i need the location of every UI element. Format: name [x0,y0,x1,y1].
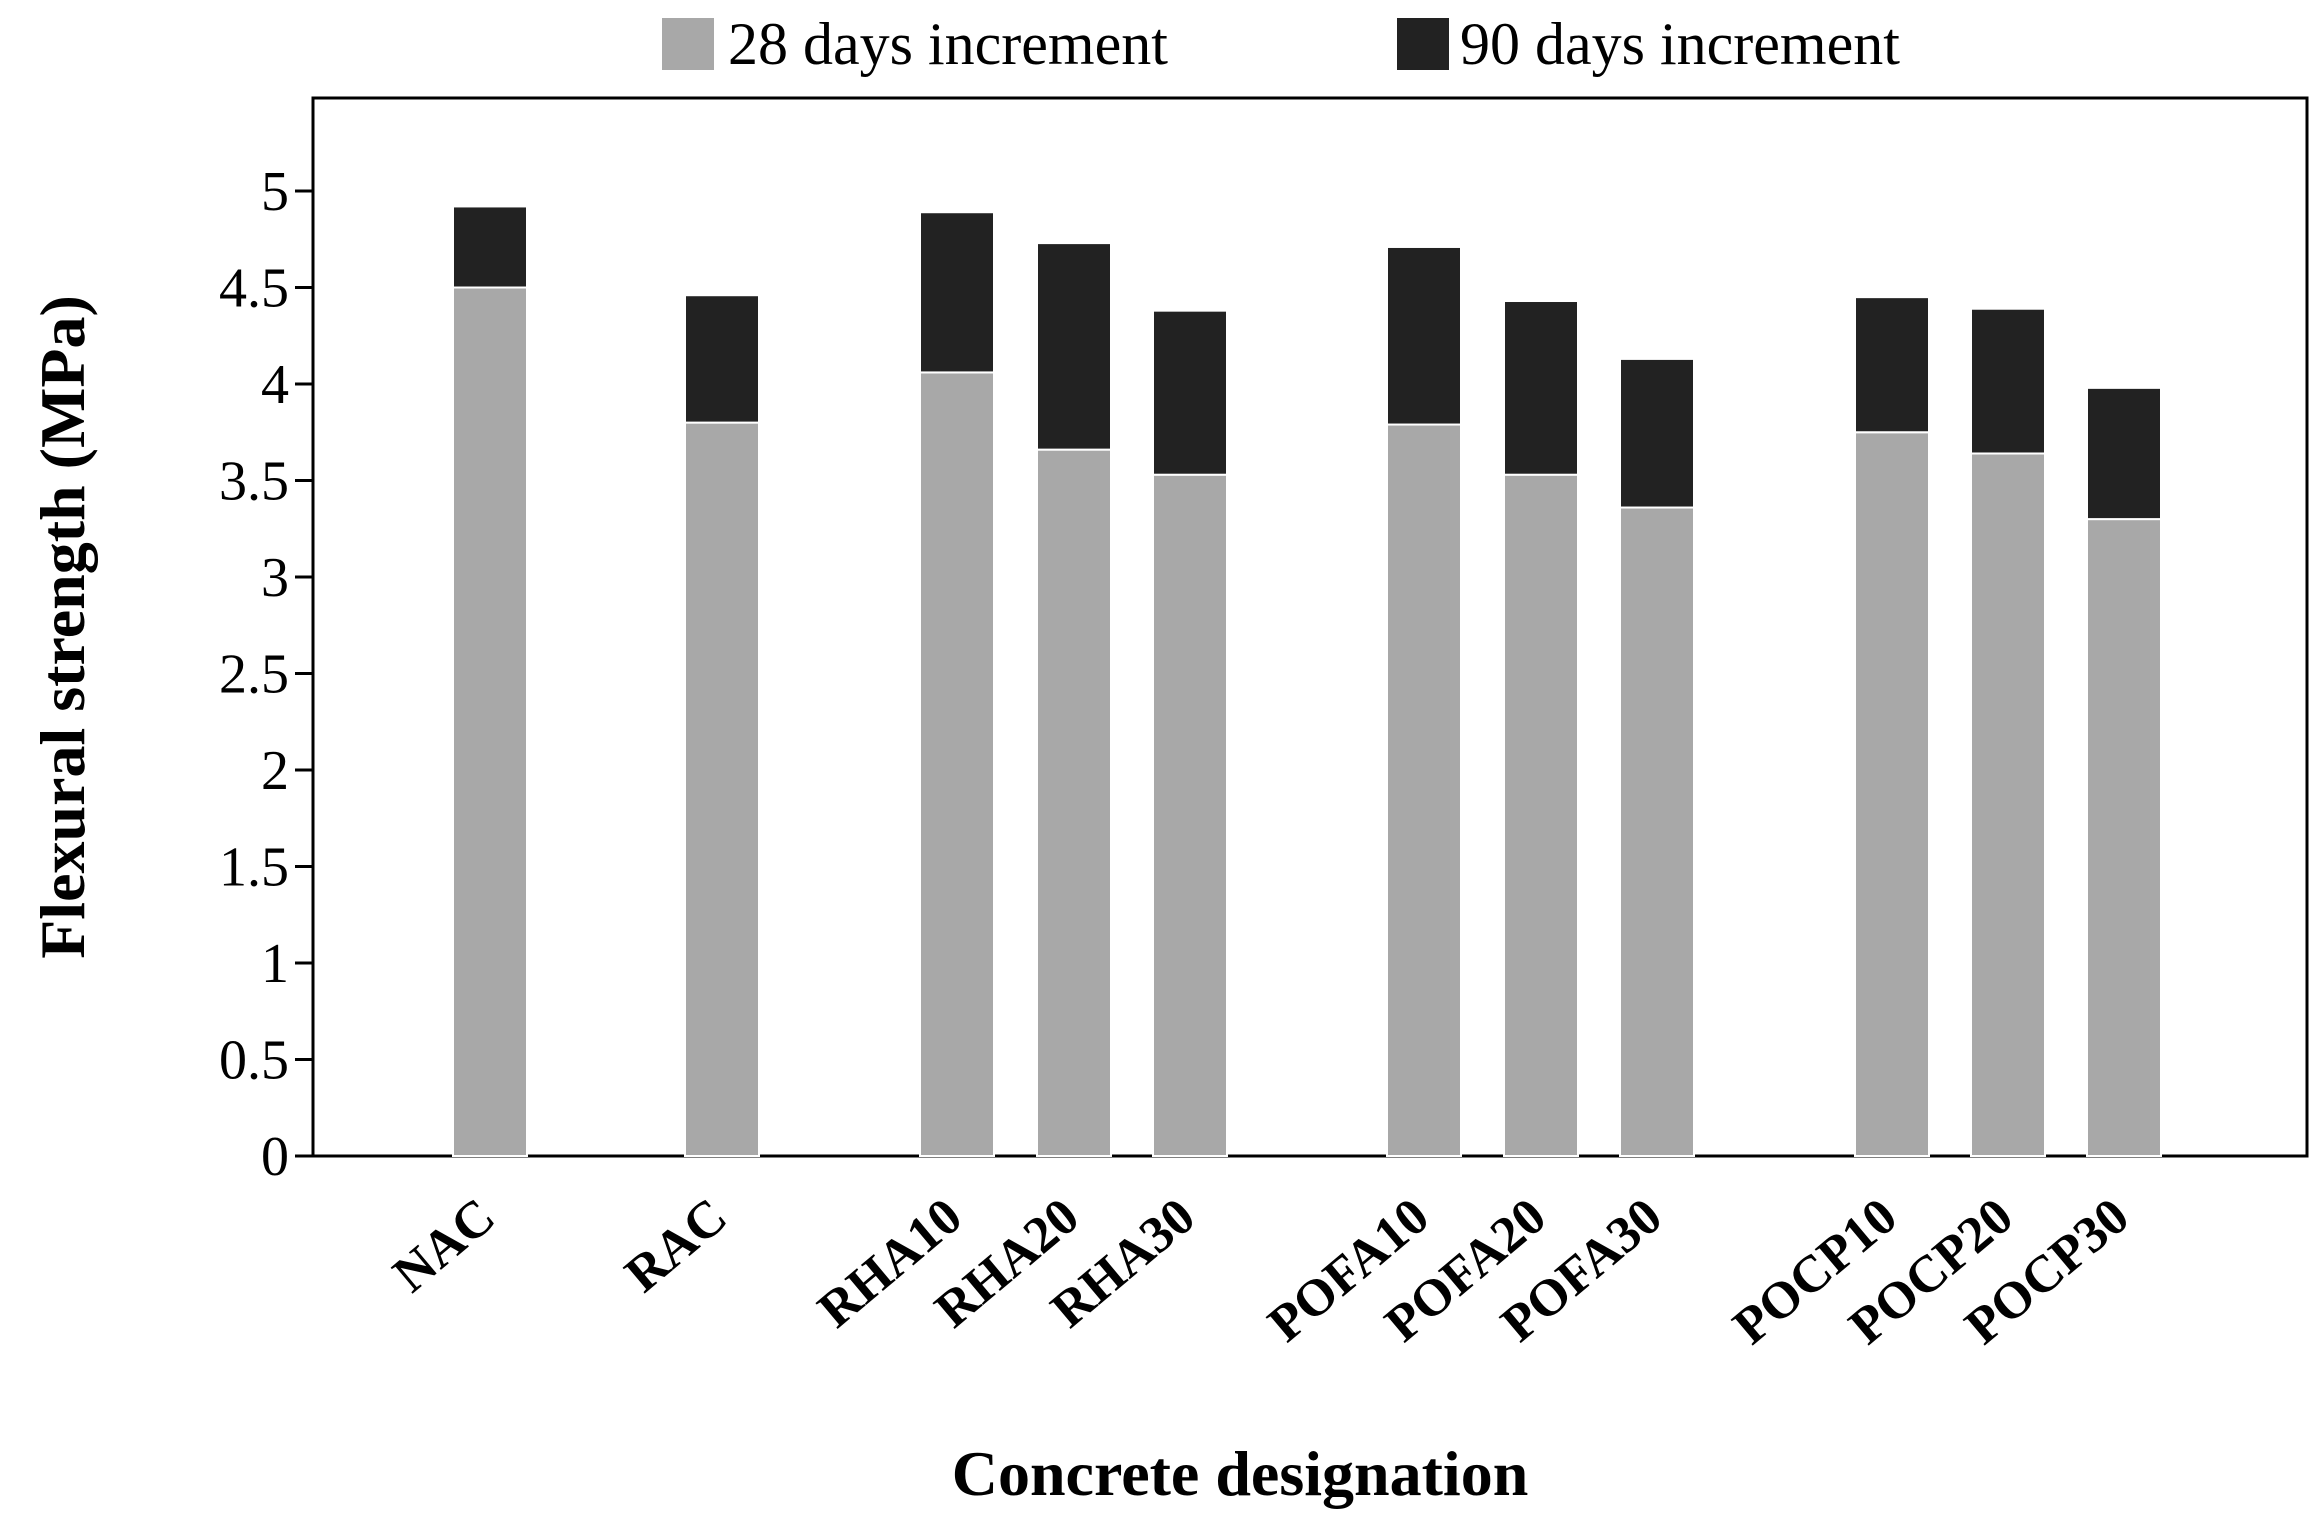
y-tick-label: 0.5 [219,1030,289,1092]
bar-nac-28-days [452,286,528,1157]
legend-swatch-28-days [662,18,714,70]
bar-pocp10-90-days [1854,296,1930,434]
legend-label-28-days: 28 days increment [728,11,1168,77]
bar-rha20-28-days [1036,448,1112,1157]
y-tick-label: 4 [261,354,289,416]
bar-pofa20-90-days [1503,300,1579,476]
bar-rha20-90-days [1036,242,1112,451]
legend-swatch-90-days [1397,18,1449,70]
y-tick-label: 1 [261,933,289,995]
bar-pofa10-28-days [1386,423,1462,1157]
y-tick-label: 1.5 [219,837,289,899]
bar-pocp20-28-days [1970,452,2046,1158]
plot-area [311,96,2309,1158]
legend-label-90-days: 90 days increment [1460,11,1900,77]
bar-pocp10-28-days [1854,431,1930,1157]
bar-rac-28-days [684,421,760,1158]
y-tick-label: 5 [261,161,289,223]
bar-pofa10-90-days [1386,245,1462,426]
bar-pocp20-90-days [1970,307,2046,455]
legend: 28 days increment 90 days increment [662,11,1900,77]
bar-rha10-90-days [919,211,995,374]
y-tick-label: 0 [261,1126,289,1188]
y-axis-title: Flexural strength (MPa) [27,295,98,959]
bar-rha30-28-days [1152,473,1228,1157]
bar-pofa30-28-days [1619,506,1695,1157]
y-axis: 0 0.5 1 1.5 2 2.5 3 3.5 4 4.5 5 [219,161,313,1188]
x-tick-label-nac: NAC [383,1188,506,1304]
bar-rac-90-days [684,294,760,424]
bar-pocp30-90-days [2086,386,2162,521]
bar-pofa30-90-days [1619,357,1695,509]
bar-nac-90-days [452,205,528,289]
y-tick-label: 4.5 [219,258,289,320]
bar-rha30-90-days [1152,309,1228,476]
bar-rha10-28-days [919,371,995,1158]
bar-pofa20-28-days [1503,473,1579,1157]
y-tick-label: 2 [261,740,289,802]
bar-pocp30-28-days [2086,518,2162,1157]
bars [452,205,2162,1158]
y-tick-label: 3 [261,547,289,609]
x-tick-label-rac: RAC [615,1188,738,1304]
x-axis-title: Concrete designation [952,1438,1529,1509]
y-tick-label: 3.5 [219,451,289,513]
y-tick-label: 2.5 [219,644,289,706]
